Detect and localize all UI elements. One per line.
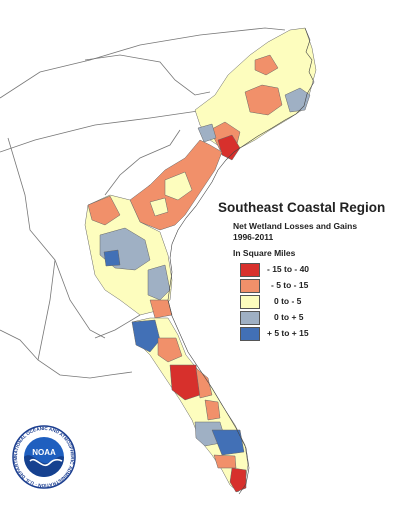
map-period: 1996-2011 <box>233 232 274 242</box>
legend-label: + 5 to + 15 <box>267 328 309 338</box>
region-georgia <box>84 194 173 319</box>
region-south-carolina <box>129 123 223 231</box>
legend-label: 0 to - 5 <box>274 296 302 306</box>
region-north-carolina <box>194 27 317 161</box>
svg-text:NOAA: NOAA <box>32 448 56 457</box>
coastline <box>167 27 315 495</box>
legend-swatch <box>240 263 260 277</box>
legend-label: 0 to + 5 <box>274 312 304 322</box>
state-boundaries <box>0 27 286 379</box>
map-subtitle: Net Wetland Losses and Gains <box>233 221 358 231</box>
map-title: Southeast Coastal Region <box>218 200 386 215</box>
legend-label: - 5 to - 15 <box>271 280 309 290</box>
map-units: In Square Miles <box>233 248 296 258</box>
noaa-logo-icon: NATIONAL OCEANIC AND ATMOSPHERIC ADMINIS… <box>12 425 76 489</box>
legend-swatch <box>240 295 260 309</box>
legend-swatch <box>240 327 260 341</box>
legend-swatch <box>240 279 260 293</box>
region-florida <box>131 317 249 493</box>
legend-label: - 15 to - 40 <box>267 264 310 274</box>
legend-swatch <box>240 311 260 325</box>
